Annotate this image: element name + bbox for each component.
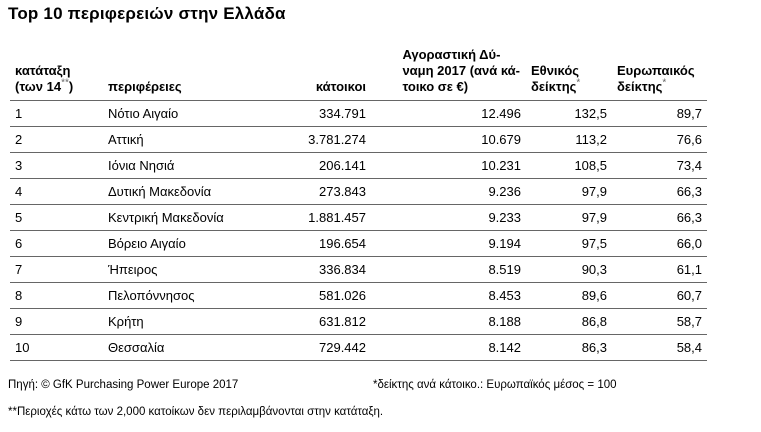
header-power-line2: ναμη 2017 (ανά κά- [402,62,520,78]
header-national-sup: * [576,77,581,89]
cell-purchasing-power: 8.142 [371,333,526,361]
cell-rank: 2 [10,125,103,152]
table-row: 8 Πελοπόννησος 581.026 8.453 89,6 60,7 [10,281,707,308]
cell-european-index: 66,3 [612,203,707,230]
cell-purchasing-power: 8.519 [371,255,526,282]
header-national-line1: Εθνικός [531,62,580,78]
header-national-line2: δείκτης [531,78,577,94]
cell-rank: 6 [10,229,103,256]
cell-inhabitants: 206.141 [265,151,371,178]
cell-national-index: 108,5 [526,151,612,178]
cell-purchasing-power: 10.679 [371,125,526,152]
cell-european-index: 60,7 [612,281,707,308]
header-european-index: Ευρωπαικός δείκτης* [612,44,707,101]
cell-european-index: 58,7 [612,307,707,334]
cell-national-index: 90,3 [526,255,612,282]
cell-rank: 5 [10,203,103,230]
cell-rank: 1 [10,99,103,126]
cell-region: Θεσσαλία [103,333,265,361]
header-rank-sup: ** [61,77,69,89]
header-rank: κατάταξη (των 14**) [10,44,103,101]
cell-european-index: 66,0 [612,229,707,256]
cell-national-index: 113,2 [526,125,612,152]
cell-inhabitants: 336.834 [265,255,371,282]
cell-national-index: 89,6 [526,281,612,308]
header-power-line3: τοικο σε €) [402,78,469,94]
header-rank-line1: κατάταξη [15,62,71,78]
cell-european-index: 76,6 [612,125,707,152]
cell-region: Βόρειο Αιγαίο [103,229,265,256]
cell-rank: 8 [10,281,103,308]
cell-rank: 7 [10,255,103,282]
cell-purchasing-power: 8.188 [371,307,526,334]
header-european-line1: Ευρωπαικός [617,62,695,78]
cell-inhabitants: 3.781.274 [265,125,371,152]
cell-purchasing-power: 12.496 [371,99,526,126]
page-title: Top 10 περιφερειών στην Ελλάδα [8,4,286,23]
cell-national-index: 86,3 [526,333,612,361]
cell-purchasing-power: 9.194 [371,229,526,256]
cell-region: Ιόνια Νησιά [103,151,265,178]
footer-per-capita-note: *δείκτης ανά κάτοικο.: Ευρωπαϊκός μέσος … [373,379,617,391]
cell-european-index: 58,4 [612,333,707,361]
header-rank-line2: (των 14 [15,78,62,94]
table-row: 3 Ιόνια Νησιά 206.141 10.231 108,5 73,4 [10,151,707,178]
cell-region: Νότιο Αιγαίο [103,99,265,126]
cell-purchasing-power: 8.453 [371,281,526,308]
header-national-index: Εθνικός δείκτης* [526,44,612,101]
cell-european-index: 66,3 [612,177,707,204]
cell-region: Ήπειρος [103,255,265,282]
header-european-sup: * [662,77,667,89]
header-rank-close: ) [68,78,74,94]
table-row: 9 Κρήτη 631.812 8.188 86,8 58,7 [10,307,707,334]
cell-rank: 9 [10,307,103,334]
header-european-line2: δείκτης [617,78,663,94]
cell-rank: 4 [10,177,103,204]
table-row: 4 Δυτική Μακεδονία 273.843 9.236 97,9 66… [10,177,707,204]
cell-national-index: 97,5 [526,229,612,256]
table-row: 7 Ήπειρος 336.834 8.519 90,3 61,1 [10,255,707,282]
cell-inhabitants: 196.654 [265,229,371,256]
cell-purchasing-power: 10.231 [371,151,526,178]
regions-table: κατάταξη (των 14**) περιφέρειες κάτοικοι… [10,44,707,361]
table-row: 10 Θεσσαλία 729.442 8.142 86,3 58,4 [10,333,707,361]
table-row: 1 Νότιο Αιγαίο 334.791 12.496 132,5 89,7 [10,99,707,126]
cell-inhabitants: 631.812 [265,307,371,334]
table-row: 2 Αττική 3.781.274 10.679 113,2 76,6 [10,125,707,152]
footer-source: Πηγή: © GfK Purchasing Power Europe 2017 [8,379,239,391]
cell-national-index: 97,9 [526,203,612,230]
cell-inhabitants: 334.791 [265,99,371,126]
header-purchasing-power: Αγοραστική Δύ- ναμη 2017 (ανά κά- τοικο … [371,44,526,101]
cell-region: Κεντρική Μακεδονία [103,203,265,230]
cell-region: Αττική [103,125,265,152]
table-row: 5 Κεντρική Μακεδονία 1.881.457 9.233 97,… [10,203,707,230]
cell-national-index: 97,9 [526,177,612,204]
cell-european-index: 89,7 [612,99,707,126]
cell-european-index: 73,4 [612,151,707,178]
cell-inhabitants: 729.442 [265,333,371,361]
cell-national-index: 86,8 [526,307,612,334]
cell-european-index: 61,1 [612,255,707,282]
cell-rank: 10 [10,333,103,361]
cell-purchasing-power: 9.233 [371,203,526,230]
header-region: περιφέρειες [103,44,265,101]
table-header-row: κατάταξη (των 14**) περιφέρειες κάτοικοι… [10,44,707,101]
footer-regions-note: **Περιοχές κάτω των 2,000 κατοίκων δεν π… [8,406,384,418]
cell-inhabitants: 581.026 [265,281,371,308]
cell-purchasing-power: 9.236 [371,177,526,204]
cell-region: Πελοπόννησος [103,281,265,308]
cell-rank: 3 [10,151,103,178]
cell-inhabitants: 273.843 [265,177,371,204]
header-inhabitants: κάτοικοι [265,44,371,101]
cell-region: Κρήτη [103,307,265,334]
cell-national-index: 132,5 [526,99,612,126]
table-row: 6 Βόρειο Αιγαίο 196.654 9.194 97,5 66,0 [10,229,707,256]
cell-inhabitants: 1.881.457 [265,203,371,230]
header-power-line1: Αγοραστική Δύ- [402,46,501,62]
cell-region: Δυτική Μακεδονία [103,177,265,204]
